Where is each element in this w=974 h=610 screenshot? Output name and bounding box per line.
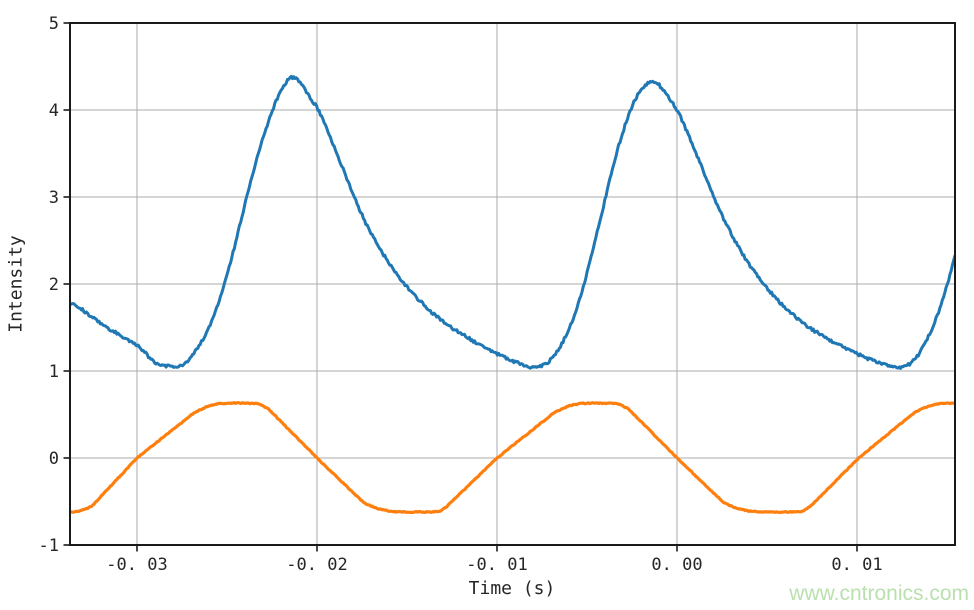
y-tick-label: 1 <box>49 362 59 382</box>
x-tick-label: -0. 03 <box>106 555 167 575</box>
y-tick-label: 2 <box>49 275 59 295</box>
x-axis-title: Time (s) <box>468 578 556 599</box>
series-curves <box>70 74 955 514</box>
x-tick-label: 0. 01 <box>831 555 882 575</box>
tick-labels: -0. 03 -0. 02 -0. 01 0. 00 0. 01 -1 0 1 2 3 4 5 <box>39 14 883 575</box>
x-tick-label: -0. 01 <box>466 555 527 575</box>
y-axis-title: Intensity <box>5 235 27 333</box>
y-tick-label: 5 <box>49 14 59 34</box>
x-tick-label: -0. 02 <box>286 555 347 575</box>
x-tick-label: 0. 00 <box>651 555 702 575</box>
orange-drive-wave <box>70 401 955 514</box>
y-tick-label: 3 <box>49 188 59 208</box>
blue-intensity-pulse <box>70 74 955 370</box>
y-tick-label: -1 <box>39 536 59 556</box>
gridlines <box>70 22 955 546</box>
y-tick-label: 4 <box>49 101 59 121</box>
axis-ticks <box>63 22 858 552</box>
y-tick-label: 0 <box>49 449 59 469</box>
watermark-text: www.cntronics.com <box>789 582 969 605</box>
